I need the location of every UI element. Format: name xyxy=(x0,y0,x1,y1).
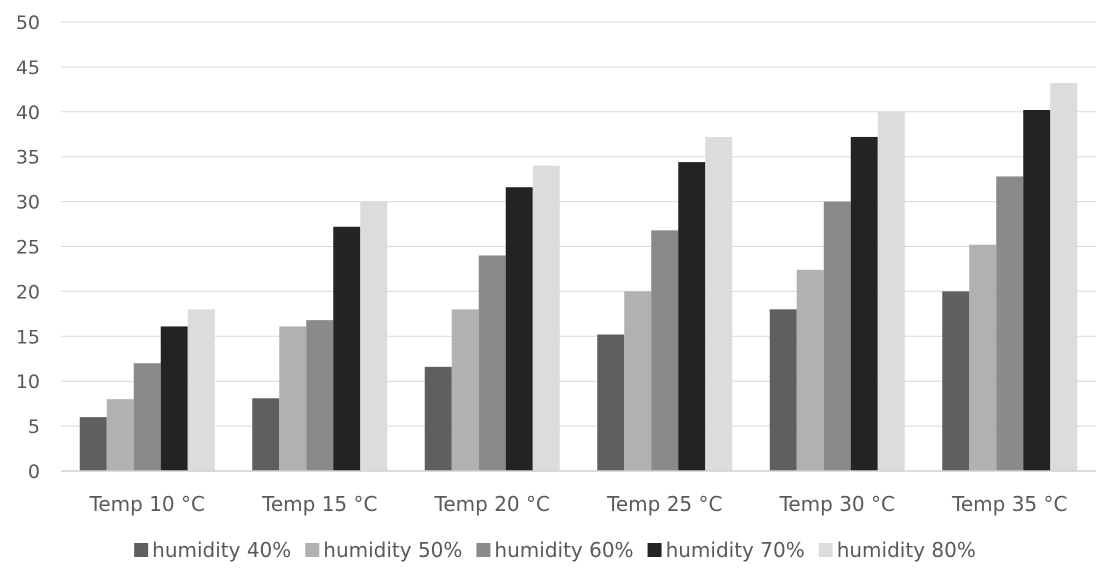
bar xyxy=(877,111,905,472)
legend-swatch xyxy=(476,543,491,557)
legend-item: humidity 70% xyxy=(647,538,805,562)
bar xyxy=(850,136,878,471)
y-tick-label: 25 xyxy=(16,237,40,259)
x-tick-label: Temp 30 °C xyxy=(779,492,895,516)
bar xyxy=(705,136,733,471)
bar xyxy=(79,417,107,471)
legend-label: humidity 60% xyxy=(494,538,633,562)
y-tick-label: 45 xyxy=(16,57,40,79)
x-tick-label: Temp 10 °C xyxy=(89,492,205,516)
legend: humidity 40% humidity 50% humidity 60% humi… xyxy=(134,538,976,562)
bar xyxy=(651,230,679,471)
bar xyxy=(1023,110,1051,471)
bar xyxy=(478,255,506,471)
x-tick-label: Temp 15 °C xyxy=(261,492,377,516)
gridlines xyxy=(61,21,1096,427)
y-tick-label: 30 xyxy=(16,192,40,214)
bar xyxy=(133,363,161,471)
legend-swatch xyxy=(818,543,833,557)
bar xyxy=(823,201,851,471)
x-axis: Temp 10 °C Temp 15 °C Temp 20 °C Temp 25 °C… xyxy=(61,470,1096,516)
bar xyxy=(796,269,824,471)
y-tick-label: 35 xyxy=(16,147,40,169)
y-tick-label: 0 xyxy=(28,461,40,483)
y-tick-label: 15 xyxy=(16,326,40,348)
y-axis-tick-labels: 0 5 10 15 20 25 30 35 40 45 50 xyxy=(16,12,40,483)
bar xyxy=(306,320,334,471)
bar xyxy=(996,176,1024,471)
bar xyxy=(424,366,452,471)
legend-swatch xyxy=(134,543,149,557)
bar xyxy=(942,291,970,471)
legend-label: humidity 70% xyxy=(666,538,805,562)
bar xyxy=(769,309,797,471)
bar xyxy=(451,309,479,471)
legend-label: humidity 50% xyxy=(323,538,462,562)
legend-item: humidity 50% xyxy=(305,538,462,562)
bar xyxy=(532,165,560,471)
bar xyxy=(505,187,533,471)
y-tick-label: 40 xyxy=(16,102,40,124)
bar xyxy=(678,162,706,471)
legend-item: humidity 80% xyxy=(818,538,976,562)
bar xyxy=(624,291,652,471)
legend-label: humidity 80% xyxy=(837,538,976,562)
y-tick-label: 50 xyxy=(16,12,40,34)
x-tick-label: Temp 35 °C xyxy=(951,492,1067,516)
y-tick-label: 20 xyxy=(16,281,40,303)
bar xyxy=(106,399,134,471)
bar xyxy=(1050,83,1078,472)
y-tick-label: 5 xyxy=(28,416,40,438)
x-tick-label: Temp 20 °C xyxy=(434,492,550,516)
legend-item: humidity 40% xyxy=(134,538,291,562)
bars xyxy=(79,83,1078,472)
bar xyxy=(333,226,361,471)
legend-label: humidity 40% xyxy=(152,538,291,562)
bar xyxy=(187,309,215,471)
bar xyxy=(597,334,625,471)
bar xyxy=(279,326,307,471)
y-tick-label: 10 xyxy=(16,371,40,393)
bar xyxy=(252,398,280,471)
bar xyxy=(360,201,388,471)
legend-swatch xyxy=(647,543,662,557)
legend-swatch xyxy=(305,543,320,557)
legend-item: humidity 60% xyxy=(476,538,634,562)
x-tick-label: Temp 25 °C xyxy=(606,492,722,516)
bar xyxy=(160,326,188,471)
bar xyxy=(969,244,997,471)
